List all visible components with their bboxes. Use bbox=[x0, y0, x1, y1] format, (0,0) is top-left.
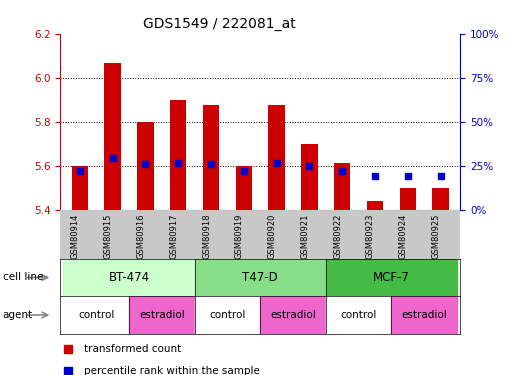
Bar bbox=[137, 122, 154, 210]
Text: percentile rank within the sample: percentile rank within the sample bbox=[84, 366, 260, 375]
Text: agent: agent bbox=[3, 310, 33, 320]
Bar bbox=[235, 166, 252, 210]
Bar bbox=[129, 296, 195, 334]
Text: control: control bbox=[209, 310, 246, 320]
Text: GSM80923: GSM80923 bbox=[366, 214, 375, 260]
Text: GSM80917: GSM80917 bbox=[169, 214, 178, 260]
Bar bbox=[195, 296, 260, 334]
Bar bbox=[63, 296, 129, 334]
Text: MCF-7: MCF-7 bbox=[373, 271, 410, 284]
Text: GSM80925: GSM80925 bbox=[431, 214, 440, 259]
Bar bbox=[63, 259, 195, 296]
Bar bbox=[105, 63, 121, 210]
Text: estradiol: estradiol bbox=[401, 310, 447, 320]
Text: GSM80920: GSM80920 bbox=[268, 214, 277, 259]
Text: transformed count: transformed count bbox=[84, 344, 181, 354]
Text: estradiol: estradiol bbox=[270, 310, 316, 320]
Text: estradiol: estradiol bbox=[139, 310, 185, 320]
Bar bbox=[72, 166, 88, 210]
Bar bbox=[367, 201, 383, 210]
Bar bbox=[334, 163, 350, 210]
Text: GSM80922: GSM80922 bbox=[333, 214, 342, 259]
Text: GSM80919: GSM80919 bbox=[235, 214, 244, 259]
Text: cell line: cell line bbox=[3, 273, 43, 282]
Text: GSM80924: GSM80924 bbox=[399, 214, 408, 259]
Text: T47-D: T47-D bbox=[242, 271, 278, 284]
Bar bbox=[391, 296, 457, 334]
Bar bbox=[260, 296, 326, 334]
Bar bbox=[301, 144, 317, 210]
Text: GSM80915: GSM80915 bbox=[104, 214, 112, 259]
Text: GSM80914: GSM80914 bbox=[71, 214, 80, 259]
Bar bbox=[433, 188, 449, 210]
Bar bbox=[326, 296, 391, 334]
Text: GSM80918: GSM80918 bbox=[202, 214, 211, 260]
Text: control: control bbox=[78, 310, 115, 320]
Bar bbox=[195, 259, 326, 296]
Bar bbox=[203, 105, 219, 210]
Bar bbox=[170, 100, 186, 210]
Text: GSM80916: GSM80916 bbox=[137, 214, 145, 260]
Bar bbox=[268, 105, 285, 210]
Text: BT-474: BT-474 bbox=[108, 271, 150, 284]
Text: GDS1549 / 222081_at: GDS1549 / 222081_at bbox=[143, 17, 296, 31]
Bar bbox=[400, 188, 416, 210]
Text: control: control bbox=[340, 310, 377, 320]
Bar bbox=[326, 259, 457, 296]
Text: GSM80921: GSM80921 bbox=[300, 214, 310, 259]
